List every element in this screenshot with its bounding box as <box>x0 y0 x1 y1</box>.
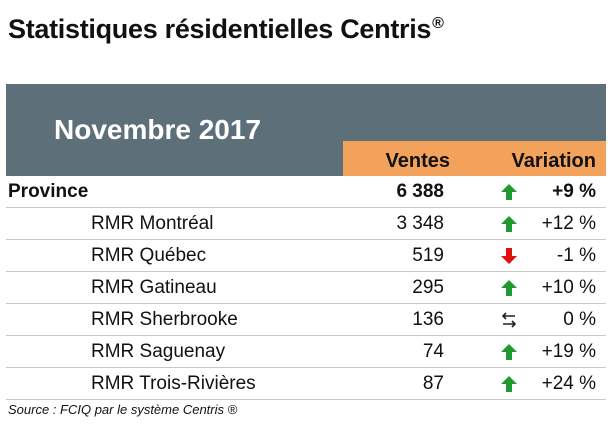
sales-value: 87 <box>422 373 444 394</box>
variation-column-header: Variation <box>461 141 606 176</box>
up-arrow-icon <box>501 184 517 200</box>
sales-value: 295 <box>412 277 444 298</box>
table-row-province: Province 6 388 +9 % <box>6 176 606 208</box>
variation-value: -1 % <box>556 245 596 266</box>
table-header-banner: Novembre 2017 Ventes Variation <box>6 84 606 176</box>
sales-value: 6 388 <box>396 181 444 202</box>
page-title: Statistiques résidentielles Centris® <box>8 14 444 45</box>
table-row-trois-rivieres: RMR Trois-Rivières 87 +24 % <box>6 368 606 400</box>
region-name: Province <box>8 181 89 202</box>
region-name: RMR Gatineau <box>91 277 217 298</box>
sales-value: 3 348 <box>396 213 444 234</box>
stable-arrows-icon <box>501 312 517 328</box>
period-label: Novembre 2017 <box>54 114 262 145</box>
up-arrow-icon <box>501 280 517 296</box>
variation-value: 0 % <box>563 309 596 330</box>
sales-column-header: Ventes <box>343 141 461 176</box>
region-name: RMR Sherbrooke <box>91 309 238 330</box>
region-name: RMR Saguenay <box>91 341 226 362</box>
sales-value: 136 <box>412 309 444 330</box>
variation-value: +12 % <box>541 213 596 234</box>
up-arrow-icon <box>501 344 517 360</box>
stats-table: Province 6 388 +9 % RMR Montréal 3 348 +… <box>6 176 606 400</box>
source-note: Source : FCIQ par le système Centris ® <box>8 402 238 417</box>
table-row-saguenay: RMR Saguenay 74 +19 % <box>6 336 606 368</box>
sales-value: 519 <box>412 245 444 266</box>
variation-value: +24 % <box>541 373 596 394</box>
table-row-sherbrooke: RMR Sherbrooke 136 0 % <box>6 304 606 336</box>
table-row-montreal: RMR Montréal 3 348 +12 % <box>6 208 606 240</box>
table-row-quebec: RMR Québec 519 -1 % <box>6 240 606 272</box>
registered-mark: ® <box>432 15 444 32</box>
table-row-gatineau: RMR Gatineau 295 +10 % <box>6 272 606 304</box>
region-name: RMR Québec <box>91 245 207 266</box>
variation-value: +19 % <box>541 341 596 362</box>
down-arrow-icon <box>501 248 517 264</box>
title-text: Statistiques résidentielles Centris <box>8 14 432 44</box>
region-name: RMR Montréal <box>91 213 214 234</box>
up-arrow-icon <box>501 376 517 392</box>
sales-value: 74 <box>422 341 444 362</box>
variation-value: +9 % <box>552 181 596 202</box>
variation-value: +10 % <box>541 277 596 298</box>
up-arrow-icon <box>501 216 517 232</box>
region-name: RMR Trois-Rivières <box>91 373 256 394</box>
